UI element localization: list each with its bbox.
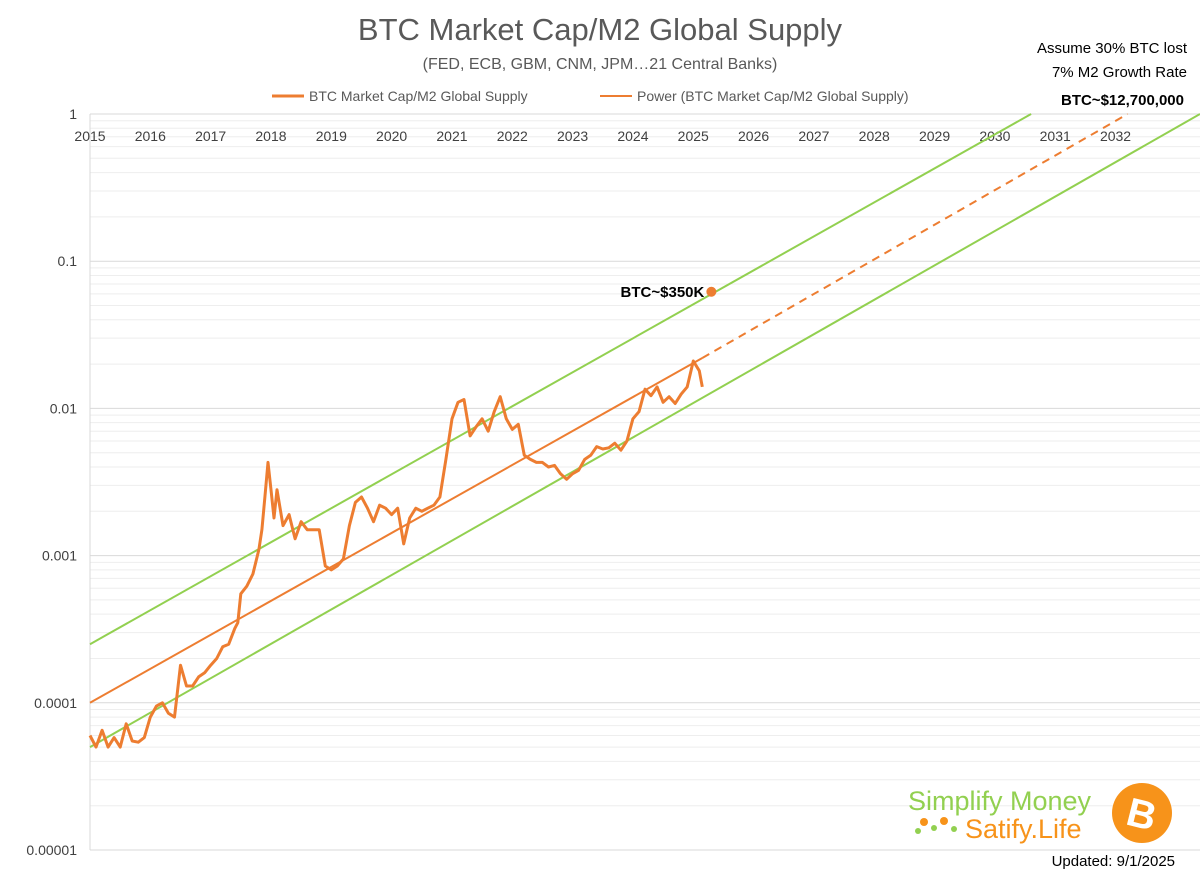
chart-subtitle: (FED, ECB, GBM, CNM, JPM…21 Central Bank… [423,56,778,73]
updated-date: Updated: 9/1/2025 [1052,853,1175,870]
series-group [88,113,1200,749]
assumption-line-1: Assume 30% BTC lost [1037,40,1188,57]
x-tick-label: 2030 [979,128,1010,144]
series-upper-band [89,113,1032,646]
x-tick-label: 2027 [798,128,829,144]
x-tick-label: 2024 [617,128,648,144]
bitcoin-logo-icon [1112,783,1172,843]
x-tick-label: 2029 [919,128,950,144]
x-tick-label: 2017 [195,128,226,144]
flower-icon [915,817,957,834]
x-tick-label: 2018 [255,128,286,144]
legend-series-label: BTC Market Cap/M2 Global Supply [309,88,528,104]
x-axis: 2015 2016 2017 2018 2019 2020 2021 2022 2023 2024… [74,128,1131,144]
x-tick-label: 2026 [738,128,769,144]
x-tick-label: 2020 [376,128,407,144]
x-tick-label: 2016 [135,128,166,144]
y-tick-label: 0.1 [58,253,78,269]
chart-title: BTC Market Cap/M2 Global Supply [358,12,843,47]
x-tick-label: 2022 [497,128,528,144]
y-tick-label: 1 [69,106,77,122]
brand-line-2: Satify.Life [965,814,1082,844]
x-tick-label: 2028 [859,128,890,144]
x-tick-label: 2025 [678,128,709,144]
branding: Simplify Money Satify.Life B Updated: 9/… [908,783,1175,870]
y-tick-label: 0.00001 [26,842,77,858]
legend-trend-label: Power (BTC Market Cap/M2 Global Supply) [637,88,909,104]
target-2032-label: BTC~$12,700,000 [1061,92,1184,109]
series-power-projection [701,113,1129,359]
series-btc-marketcap-m2 [88,359,704,749]
x-tick-label: 2021 [436,128,467,144]
y-tick-label: 0.0001 [34,695,77,711]
x-tick-label: 2031 [1040,128,1071,144]
grid [89,113,1200,851]
y-axis: 1 0.1 0.01 0.001 0.0001 0.00001 [26,106,77,858]
x-tick-label: 2023 [557,128,588,144]
x-tick-label: 2032 [1100,128,1131,144]
y-tick-label: 0.01 [50,400,77,416]
y-tick-label: 0.001 [42,548,77,564]
target-2025-point [706,286,717,297]
series-power-trend [89,357,703,704]
x-tick-label: 2019 [316,128,347,144]
legend: BTC Market Cap/M2 Global Supply Power (B… [272,88,909,104]
brand-line-1: Simplify Money [908,786,1092,816]
series-lower-band [89,113,1200,748]
x-tick-label: 2015 [74,128,105,144]
assumption-line-2: 7% M2 Growth Rate [1052,64,1187,81]
target-2025-label: BTC~$350K [621,284,705,301]
